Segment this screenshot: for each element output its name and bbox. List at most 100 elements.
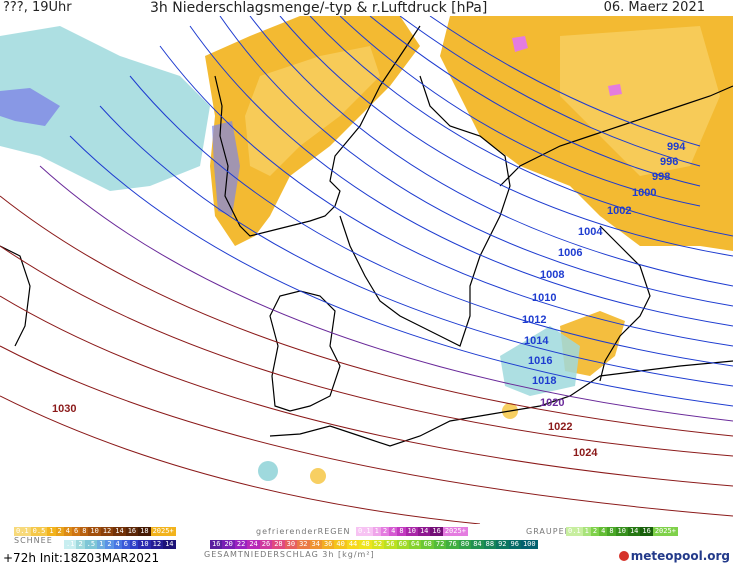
legend-scale-cell: 12 — [100, 527, 114, 536]
legend-scale-cell: 34 — [309, 540, 322, 549]
logo-icon — [618, 551, 629, 561]
legend-scale-cell: 16 — [640, 527, 653, 536]
legend-scale-cell: 4 — [63, 527, 72, 536]
precipitation-layer — [0, 16, 733, 484]
legend-scale-cell: 16 — [210, 540, 223, 549]
legend-scale-cell: 10 — [138, 540, 151, 549]
legend-scale-cell: 72 — [433, 540, 447, 549]
isobar-label: 1010 — [532, 292, 556, 304]
legend-scale-cell: 14 — [417, 527, 431, 536]
legend-scale-cell: 6 — [121, 540, 130, 549]
coastline-layer — [0, 25, 733, 447]
coast-norway — [214, 25, 421, 237]
isobar-label: 1030 — [52, 403, 76, 415]
legend-scale-cell: 14 — [113, 527, 126, 536]
legend-scale-cell: 12 — [150, 540, 164, 549]
graupel-label: GRAUPEL — [526, 527, 571, 536]
legend-scale-cell: 1 — [97, 540, 106, 549]
isobar-label: 994 — [667, 141, 686, 153]
legend-scale-cell: 14 — [163, 540, 176, 549]
legend-scale-cell: 92 — [496, 540, 509, 549]
isobar-line-994 — [429, 16, 701, 147]
map-date: 06. Maerz 2021 — [603, 0, 705, 15]
isobar-line-1002 — [309, 16, 733, 237]
isobar-label: 1016 — [528, 355, 552, 367]
legend-scale-cell: 10 — [88, 527, 101, 536]
legend-scale-cell: .5 — [84, 540, 98, 549]
isobar-line-1010 — [189, 25, 733, 327]
isobar-line-1000 — [339, 16, 701, 207]
legend-scale-cell: 6 — [71, 527, 81, 536]
legend-scale-cell: 1 — [372, 527, 381, 536]
legend-scale-cell: 22 — [234, 540, 248, 549]
legend-scale-cell: 16 — [430, 527, 443, 536]
legend-scale-cell: 10 — [405, 527, 418, 536]
meteopool-logo[interactable]: meteopool.org — [618, 549, 730, 563]
legend-scale-cell: 68 — [421, 540, 434, 549]
legend-scale-cell: 88 — [483, 540, 497, 549]
freezing-scale: 0.1 1 2 4 8 10 14 16 2025+ — [356, 527, 468, 536]
legend-scale-cell: 2 — [76, 540, 85, 549]
isobar-line-1012 — [159, 45, 733, 347]
legend-scale-cell: 84 — [471, 540, 484, 549]
legend-scale-cell: 8 — [397, 527, 406, 536]
isobar-label: 1004 — [578, 226, 603, 238]
legend-scale-cell: 60 — [396, 540, 409, 549]
isobar-label: 1008 — [540, 269, 564, 281]
precipitation-pressure-map: 994 996 998 1000 1002 1004 1006 1008 101… — [0, 16, 733, 524]
isobar-line-1016 — [99, 105, 733, 387]
legend-scale-cell: 1 — [582, 527, 591, 536]
snow-area-fjord — [212, 121, 240, 216]
legend-scale-cell: 28 — [272, 540, 285, 549]
legend-scale-cell: 96 — [508, 540, 521, 549]
isobar-label: 996 — [660, 156, 678, 168]
isobar-line-1026 — [0, 295, 733, 487]
legend-scale-cell: 4 — [389, 527, 398, 536]
freezing-rain-label: gefrierenderREGEN — [256, 527, 351, 536]
isobar-line-1030 — [0, 395, 481, 524]
rain-area-finland-inner — [560, 26, 720, 176]
total-scale: 16 20 22 24 26 28 30 32 34 36 40 44 48 52 56 60 64 68 72 76… — [210, 540, 538, 549]
legend-scale-cell: .1 — [64, 540, 77, 549]
snow-label: SCHNEE — [14, 536, 53, 545]
coast-denmark — [269, 290, 341, 412]
coast-baltic-states — [599, 225, 651, 382]
isobar-label: 1006 — [558, 247, 582, 259]
snow-spot-south — [258, 461, 278, 481]
legend-scale-cell: 14 — [627, 527, 641, 536]
legend-scale-cell: 100 — [520, 540, 538, 549]
isobar-line-998 — [369, 16, 701, 187]
isobar-line-1020 — [39, 165, 733, 422]
snow-area-baltic — [500, 326, 580, 396]
coast-scotland — [0, 245, 31, 347]
legend-scale-cell: 2 — [380, 527, 390, 536]
legend-scale-cell: 0.1 — [14, 527, 31, 536]
coast-sweden — [339, 75, 511, 347]
snow-area-west-coast — [0, 88, 60, 126]
rain-scale: 0.1 0.5 1 2 4 6 8 10 12 14 16 18 2025+ — [14, 527, 176, 536]
legend-scale-cell: 18 — [138, 527, 151, 536]
legend-scale-cell: 26 — [259, 540, 273, 549]
legend-scale-cell: 24 — [247, 540, 260, 549]
legend-scale-cell: 16 — [125, 527, 139, 536]
isobar-line-1028 — [0, 345, 733, 517]
isobar-line-1008 — [219, 16, 733, 307]
isobar-label: 1018 — [532, 375, 556, 387]
isobar-line-1024 — [0, 245, 733, 457]
legend-scale-cell: 4 — [599, 527, 608, 536]
legend-scale-cell: 0.1 — [566, 527, 583, 536]
legend-scale-cell: 56 — [384, 540, 397, 549]
legend-scale-cell: 2 — [55, 527, 64, 536]
legend-scale-cell: 2025+ — [150, 527, 176, 536]
legend-scale-cell: 2 — [590, 527, 600, 536]
rain-area-norway-inner — [245, 46, 380, 176]
isobar-label: 1024 — [573, 447, 598, 459]
legend-scale-cell: 20 — [222, 540, 235, 549]
isobar-label: 1014 — [524, 335, 549, 347]
precipitation-legend: 0.1 0.5 1 2 4 6 8 10 12 14 16 18 2025+ gefrierenderR… — [0, 524, 733, 566]
snow-area-iceland-sea — [0, 26, 210, 191]
map-title: 3h Niederschlagsmenge/-typ & r.Luftdruck… — [150, 0, 488, 16]
legend-scale-cell: 8 — [129, 540, 139, 549]
coast-germany-poland — [269, 360, 733, 447]
